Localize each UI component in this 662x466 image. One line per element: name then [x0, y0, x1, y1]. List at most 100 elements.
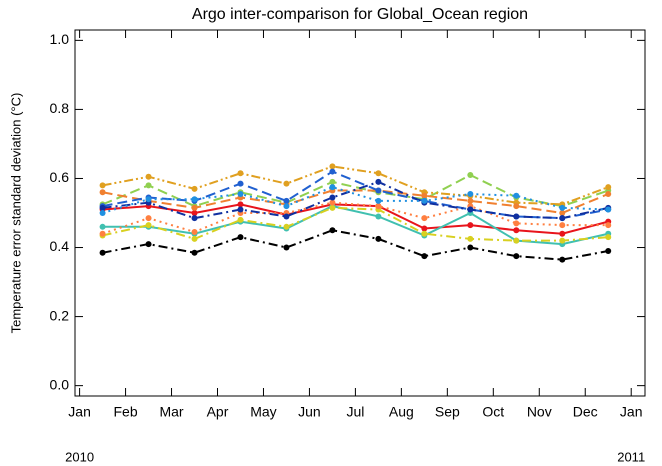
x-tick-label: Sep: [435, 404, 460, 420]
data-point: [145, 215, 152, 222]
data-point: [237, 180, 244, 187]
data-point: [283, 223, 290, 230]
y-tick-label: 0.0: [50, 376, 70, 392]
series-line: [102, 201, 609, 235]
y-tick-label: 0.6: [50, 169, 70, 185]
x-tick-label: Feb: [114, 404, 138, 420]
data-point: [283, 244, 290, 251]
series-line: [102, 165, 609, 206]
data-point: [467, 172, 474, 179]
data-point: [421, 253, 428, 260]
data-point: [513, 220, 520, 227]
data-point: [329, 227, 336, 234]
year-label: 2010: [65, 449, 94, 464]
data-point: [99, 223, 106, 230]
data-point: [421, 215, 428, 222]
series-line: [102, 180, 609, 220]
data-point: [467, 206, 474, 213]
data-point: [559, 230, 566, 237]
series-line: [102, 203, 609, 235]
data-point: [513, 237, 520, 244]
y-tick-label: 0.2: [50, 307, 70, 323]
data-point: [513, 203, 520, 210]
data-point: [99, 182, 106, 189]
data-point: [513, 253, 520, 260]
data-point: [191, 210, 198, 216]
data-point: [559, 222, 566, 229]
data-point: [191, 185, 198, 192]
data-point: [559, 237, 566, 244]
data-point: [467, 222, 474, 229]
data-point: [283, 213, 290, 220]
x-tick-label: Mar: [159, 404, 183, 420]
data-point: [99, 204, 106, 211]
x-tick-label: Jun: [298, 404, 321, 420]
x-tick-label: Jan: [68, 404, 91, 420]
x-tick-label: Nov: [527, 404, 552, 420]
data-point: [421, 197, 428, 204]
data-point: [145, 196, 152, 203]
data-point: [375, 213, 382, 220]
data-point: [329, 178, 336, 185]
data-point: [375, 235, 382, 242]
data-point: [605, 206, 612, 213]
data-point: [559, 215, 566, 222]
y-tick-label: 0.4: [50, 238, 70, 254]
data-point: [605, 234, 612, 241]
x-tick-label: May: [250, 404, 276, 420]
data-point: [329, 163, 336, 170]
data-point: [329, 199, 336, 206]
data-point: [191, 215, 198, 222]
x-tick-label: Jul: [346, 404, 364, 420]
data-point: [329, 204, 336, 211]
data-point: [329, 194, 336, 201]
data-point: [467, 197, 474, 204]
plot-frame: [74, 29, 646, 397]
data-point: [513, 192, 520, 199]
data-point: [329, 168, 336, 175]
data-point: [237, 201, 244, 208]
data-point: [237, 206, 244, 213]
data-point: [237, 191, 244, 198]
data-point: [421, 192, 428, 199]
data-point: [191, 196, 198, 203]
data-point: [513, 213, 520, 220]
data-point: [375, 170, 382, 177]
x-tick-label: Dec: [573, 404, 598, 420]
data-point: [237, 170, 244, 177]
x-tick-label: Aug: [389, 404, 414, 420]
data-point: [467, 191, 474, 198]
data-point: [237, 234, 244, 241]
data-point: [191, 249, 198, 256]
data-point: [99, 210, 106, 216]
series-line: [102, 229, 609, 261]
data-point: [467, 235, 474, 242]
data-point: [283, 197, 290, 204]
data-point: [467, 244, 474, 251]
data-point: [559, 210, 566, 216]
data-point: [559, 204, 566, 211]
x-tick-label: Apr: [207, 404, 229, 420]
data-point: [145, 182, 152, 189]
chart-title: Argo inter-comparison for Global_Ocean r…: [192, 6, 528, 23]
data-point: [375, 178, 382, 185]
x-tick-label: Jan: [620, 404, 643, 420]
data-point: [237, 216, 244, 223]
data-point: [375, 197, 382, 204]
data-point: [145, 173, 152, 180]
data-point: [605, 222, 612, 229]
data-point: [99, 189, 106, 196]
y-tick-label: 1.0: [50, 31, 70, 47]
data-point: [191, 235, 198, 242]
series-line: [102, 173, 609, 208]
series-line: [102, 206, 609, 242]
y-axis-label: Temperature error standard deviation (°C…: [8, 93, 23, 334]
year-label: 2011: [617, 449, 645, 464]
data-point: [375, 187, 382, 194]
data-point: [513, 227, 520, 234]
data-point: [605, 184, 612, 191]
data-point: [559, 256, 566, 263]
data-point: [145, 241, 152, 248]
data-point: [605, 247, 612, 254]
